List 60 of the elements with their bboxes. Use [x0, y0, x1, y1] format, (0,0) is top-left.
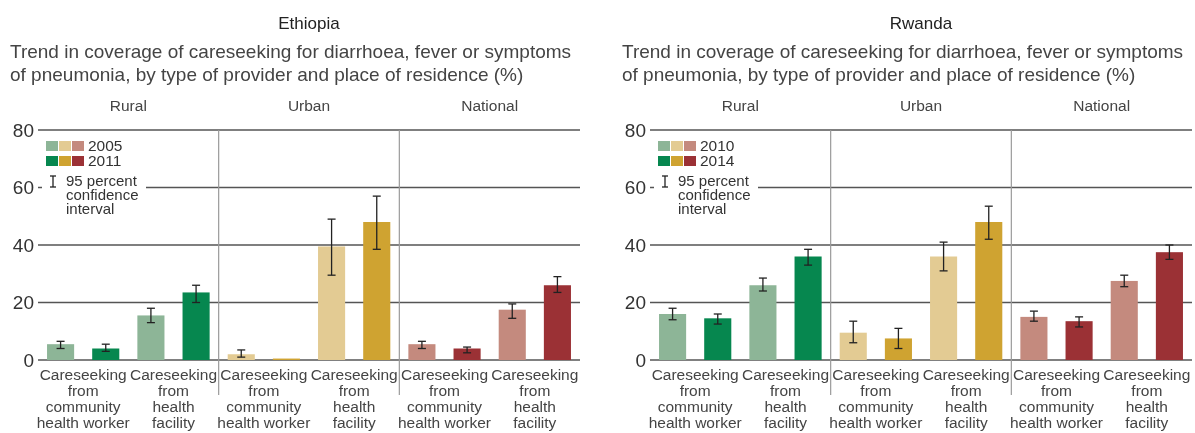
x-tick-label: Careseeking from health facility	[310, 366, 398, 431]
x-tick-label: Careseeking from health facility	[129, 366, 218, 431]
chart-subtitle: Trend in coverage of careseeking for diarrhoea, fever or symptoms of pneumonia, by type of provider and place of residence (%)	[10, 41, 572, 85]
chart-title: Rwanda	[889, 14, 953, 33]
x-tick-label: Careseeking from health facility	[491, 366, 579, 431]
bar	[453, 348, 481, 360]
legend-label: 2014	[700, 152, 735, 169]
x-tick-label: Careseeking from health facility	[922, 366, 1010, 431]
bar	[182, 292, 210, 360]
bar	[137, 315, 165, 360]
legend-label: 2005	[88, 137, 123, 154]
y-tick-label: 20	[12, 292, 34, 313]
bar	[318, 246, 346, 360]
x-tick-label: Careseeking from health facility	[741, 366, 830, 431]
bar	[92, 348, 120, 360]
bar	[975, 222, 1003, 360]
y-tick-label: 60	[12, 177, 34, 198]
legend-label: 2011	[88, 152, 122, 169]
chart-subtitle: Trend in coverage of careseeking for diarrhoea, fever or symptoms of pneumonia, by type of provider and place of residence (%)	[622, 41, 1184, 85]
text: National	[1073, 97, 1131, 114]
bar	[408, 344, 436, 360]
bar	[1110, 280, 1138, 360]
x-tick-label: Careseeking from community health worker	[829, 366, 923, 431]
y-tick-label: 40	[12, 234, 34, 256]
y-tick-label: 40	[624, 234, 646, 256]
bar	[839, 332, 867, 360]
bar	[930, 256, 958, 360]
x-tick-label: Careseeking from community health worker	[36, 366, 130, 431]
x-tick-label: Careseeking from health facility	[1103, 366, 1191, 431]
text: Rural	[109, 97, 147, 114]
x-tick-label: Careseeking from community health worker	[397, 366, 492, 431]
bar	[363, 222, 391, 360]
y-tick-label: 80	[624, 119, 646, 141]
y-tick-label: 0	[23, 349, 34, 371]
x-tick-label: Careseeking from community health worker	[648, 366, 742, 431]
bar	[884, 338, 912, 360]
bar	[659, 314, 687, 360]
y-tick-label: 60	[624, 177, 646, 198]
bar	[1065, 321, 1093, 360]
bar	[498, 309, 526, 360]
y-tick-label: 0	[635, 349, 646, 371]
legend-label: 2010	[700, 137, 735, 154]
text: National	[461, 97, 519, 114]
text: Urban	[287, 97, 331, 114]
annotation: 95 percent confidence interval	[678, 172, 751, 217]
bar	[794, 256, 822, 360]
bar	[47, 344, 75, 360]
annotation: 95 percent confidence interval	[66, 172, 139, 217]
x-tick-label: Careseeking from community health worker	[217, 366, 311, 431]
bar	[749, 285, 777, 360]
x-tick-label: Careseeking from community health worker	[1009, 366, 1104, 431]
bar	[1155, 252, 1183, 360]
bar	[704, 318, 732, 360]
y-tick-label: 80	[12, 119, 34, 141]
y-tick-label: 20	[624, 292, 646, 313]
text: Rural	[721, 97, 759, 114]
chart-title: Ethiopia	[278, 14, 341, 33]
bar	[543, 285, 571, 360]
bar	[1020, 316, 1048, 360]
text: Urban	[899, 97, 943, 114]
